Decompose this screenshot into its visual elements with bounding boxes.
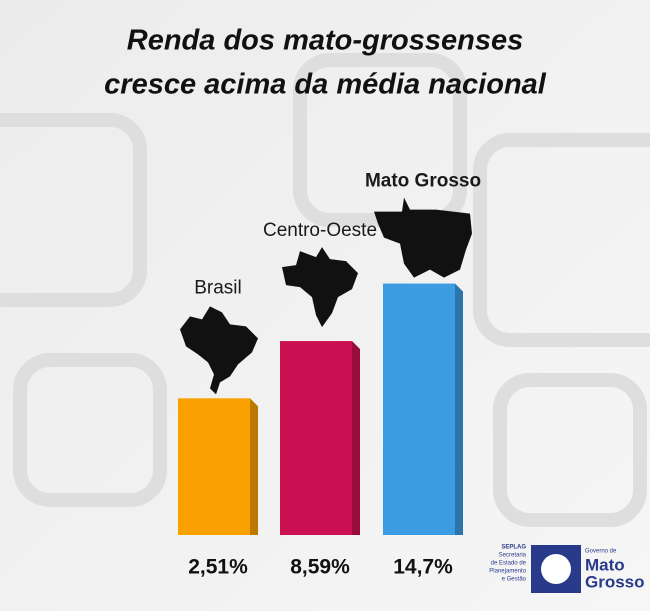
category-label: Brasil bbox=[194, 277, 242, 298]
chart-title: cresce acima da média nacional bbox=[104, 69, 547, 101]
bar-side bbox=[250, 398, 258, 535]
bar bbox=[383, 283, 455, 535]
logo-emblem bbox=[541, 554, 571, 584]
bar bbox=[178, 398, 250, 535]
logo-text: Secretaria bbox=[499, 553, 527, 559]
logo-text: Governo de bbox=[585, 549, 617, 555]
category-label: Mato Grosso bbox=[365, 171, 481, 192]
logo-text: SEPLAG bbox=[501, 545, 526, 551]
logo-text: Planejamento bbox=[489, 569, 526, 575]
map-brasil bbox=[180, 306, 258, 395]
value-label: 14,7% bbox=[393, 556, 453, 579]
bar-side bbox=[352, 341, 360, 535]
logo: SEPLAG Secretaria de Estado de Planejame… bbox=[489, 545, 645, 593]
bar bbox=[280, 341, 352, 535]
logo-text: Mato bbox=[585, 555, 625, 574]
map-centro-oeste bbox=[282, 247, 358, 328]
logo-text: de Estado de bbox=[491, 561, 527, 567]
logo-text: Grosso bbox=[585, 572, 645, 591]
chart-title: Renda dos mato-grossenses bbox=[127, 25, 523, 57]
logo-text: e Gestão bbox=[502, 577, 527, 583]
value-label: 2,51% bbox=[188, 556, 248, 579]
map-mato-grosso bbox=[374, 197, 472, 278]
value-label: 8,59% bbox=[290, 556, 350, 579]
bar-side bbox=[455, 283, 463, 535]
category-label: Centro-Oeste bbox=[263, 220, 377, 241]
